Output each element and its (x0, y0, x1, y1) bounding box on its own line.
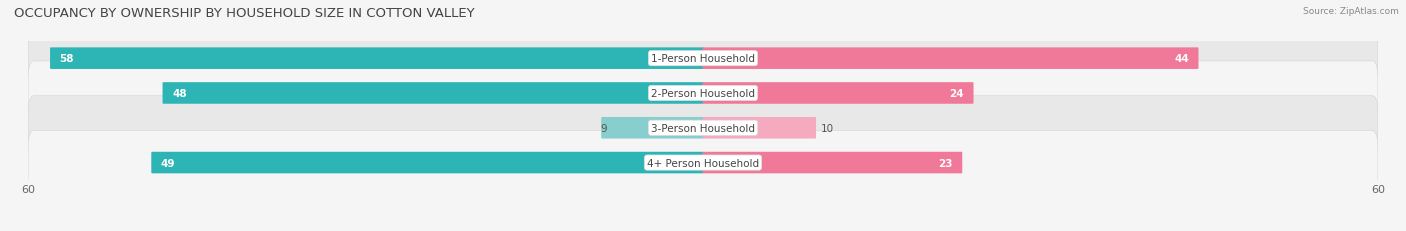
FancyBboxPatch shape (703, 83, 973, 104)
FancyBboxPatch shape (28, 62, 1378, 125)
Text: 2-Person Household: 2-Person Household (651, 88, 755, 99)
FancyBboxPatch shape (51, 48, 703, 70)
FancyBboxPatch shape (703, 48, 1198, 70)
FancyBboxPatch shape (703, 118, 815, 139)
Text: 23: 23 (938, 158, 953, 168)
Text: Source: ZipAtlas.com: Source: ZipAtlas.com (1303, 7, 1399, 16)
FancyBboxPatch shape (28, 96, 1378, 160)
FancyBboxPatch shape (602, 118, 703, 139)
Text: 1-Person Household: 1-Person Household (651, 54, 755, 64)
Text: 3-Person Household: 3-Person Household (651, 123, 755, 133)
Text: 48: 48 (172, 88, 187, 99)
FancyBboxPatch shape (163, 83, 703, 104)
FancyBboxPatch shape (28, 27, 1378, 91)
FancyBboxPatch shape (152, 152, 703, 174)
Text: 49: 49 (160, 158, 176, 168)
Text: 24: 24 (949, 88, 965, 99)
Text: 9: 9 (600, 123, 607, 133)
Text: OCCUPANCY BY OWNERSHIP BY HOUSEHOLD SIZE IN COTTON VALLEY: OCCUPANCY BY OWNERSHIP BY HOUSEHOLD SIZE… (14, 7, 475, 20)
Text: 4+ Person Household: 4+ Person Household (647, 158, 759, 168)
Text: 10: 10 (821, 123, 834, 133)
FancyBboxPatch shape (28, 131, 1378, 195)
Text: 44: 44 (1174, 54, 1189, 64)
FancyBboxPatch shape (703, 152, 962, 174)
Text: 58: 58 (59, 54, 75, 64)
